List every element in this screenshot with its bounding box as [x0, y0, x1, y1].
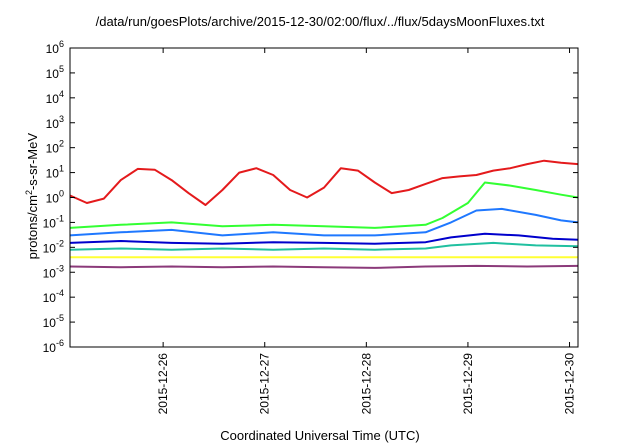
y-tick-label: 10-1 [43, 213, 64, 230]
y-tick-label: 106 [46, 39, 64, 56]
y-tick-label: 103 [46, 114, 64, 131]
x-tick-label: 2015-12-27 [258, 353, 272, 415]
x-tick-label: 2015-12-26 [156, 353, 170, 415]
plot-frame [69, 47, 579, 348]
chart-title: /data/run/goesPlots/archive/2015-12-30/0… [95, 14, 545, 29]
y-tick-label: 102 [46, 139, 64, 156]
series-line-6 [69, 264, 579, 269]
series-line-3 [69, 232, 579, 245]
y-tick-label: 101 [46, 164, 64, 181]
y-tick-label: 10-2 [43, 238, 64, 255]
series-line-2 [69, 207, 579, 237]
x-tick-label: 2015-12-30 [563, 353, 577, 415]
series-line-0 [69, 159, 579, 206]
y-tick-label: 105 [46, 64, 64, 81]
y-tick-label: 104 [46, 89, 64, 106]
x-axis-label: Coordinated Universal Time (UTC) [220, 428, 420, 443]
y-tick-label: 10-3 [43, 263, 64, 280]
y-tick-label: 10-6 [43, 338, 64, 355]
x-tick-label: 2015-12-29 [461, 353, 475, 415]
y-tick-label: 10-4 [43, 288, 64, 305]
y-tick-label: 10-5 [43, 313, 64, 330]
x-tick-label: 2015-12-28 [359, 353, 373, 415]
y-tick-label: 100 [46, 189, 64, 206]
series-line-4 [69, 241, 579, 251]
series-line-1 [69, 181, 579, 229]
